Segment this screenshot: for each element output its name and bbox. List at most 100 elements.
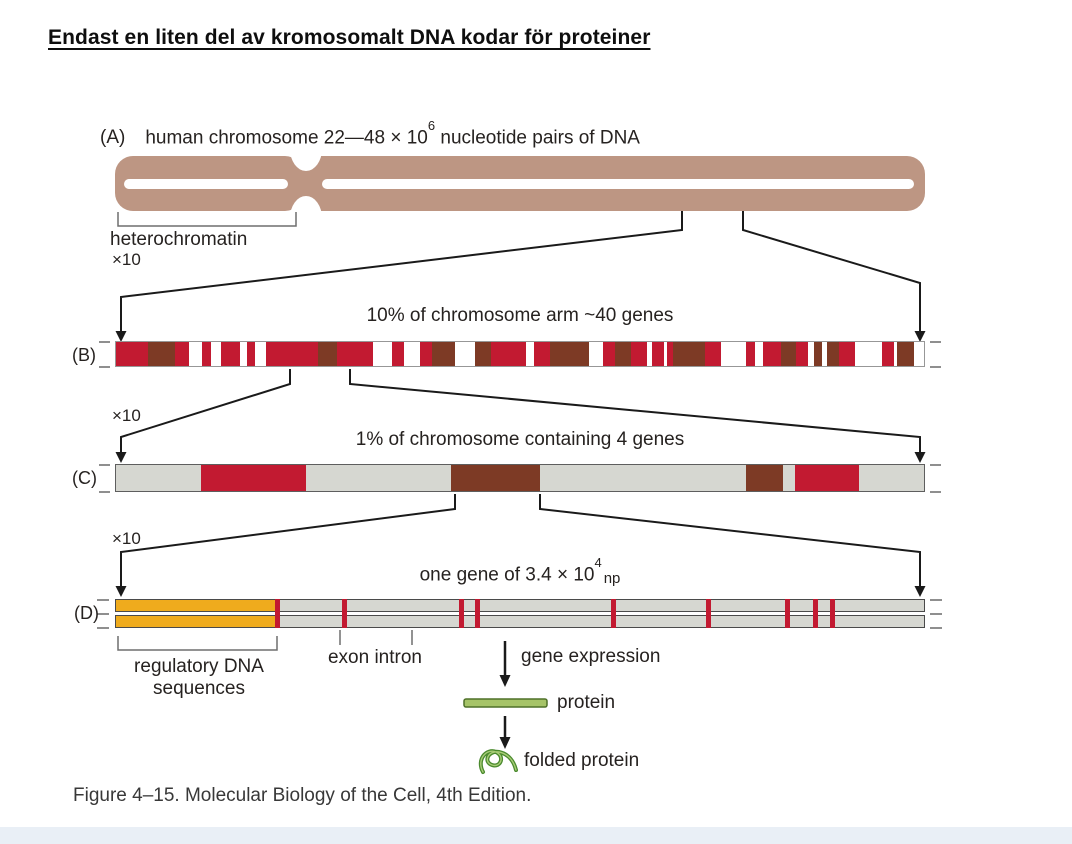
- zoom-x10-label-1: ×10: [112, 250, 141, 269]
- exon-mark: [830, 599, 836, 628]
- band-segment-white: [526, 342, 535, 366]
- band-segment-white: [893, 342, 898, 366]
- band-segment-red: [392, 342, 405, 366]
- regulatory-region: [116, 616, 278, 627]
- chromatid-gap-left: [124, 179, 288, 189]
- band-segment-brown: [897, 342, 915, 366]
- band-segment-gray: [540, 465, 747, 491]
- zoom-x10-label-3: ×10: [112, 529, 141, 548]
- panel-b-title: 10% of chromosome arm ~40 genes: [366, 305, 674, 326]
- exon-intron-label: exon intron: [327, 647, 422, 668]
- band-segment-brown: [673, 342, 705, 366]
- band-segment-brown: [814, 342, 823, 366]
- slide-bottom-band: [0, 827, 1072, 844]
- panel-c-title: 1% of chromosome containing 4 genes: [355, 429, 685, 450]
- band-segment-white: [914, 342, 924, 366]
- exon-intron-pointers: [339, 630, 413, 645]
- band-segment-gray: [859, 465, 924, 491]
- band-segment-white: [854, 342, 883, 366]
- band-segment-red: [490, 342, 527, 366]
- band-segment-red: [603, 342, 616, 366]
- chromosome-right-arm: [301, 156, 925, 211]
- panel-a-text: human chromosome 22—48 × 10: [145, 127, 428, 149]
- chromosome-region-bar: [115, 464, 925, 492]
- band-segment-red: [175, 342, 190, 366]
- exon-mark: [341, 599, 347, 628]
- band-segment-red: [246, 342, 255, 366]
- panel-b-letter: (B): [72, 345, 96, 365]
- band-segment-white: [755, 342, 764, 366]
- band-segment-brown: [475, 342, 491, 366]
- band-segment-red: [630, 342, 647, 366]
- band-segment-brown: [451, 465, 541, 491]
- bar-b-segments: [116, 342, 924, 366]
- band-segment-red: [200, 465, 306, 491]
- gene-track-bottom: [115, 615, 925, 628]
- folded-protein-icon: [478, 749, 518, 774]
- panel-a-letter: (A): [100, 127, 126, 149]
- folded-protein-label: folded protein: [524, 750, 640, 771]
- slide-title: Endast en liten del av kromosomalt DNA k…: [48, 26, 651, 49]
- band-segment-red: [337, 342, 373, 366]
- arrowhead-icon: [115, 586, 127, 597]
- protein-bar: [463, 698, 548, 708]
- band-segment-white: [664, 342, 668, 366]
- exon-ticks-layer: [115, 599, 925, 628]
- regulatory-label-line2: sequences: [153, 678, 245, 699]
- exon-mark: [459, 599, 465, 628]
- band-segment-brown: [780, 342, 797, 366]
- band-segment-red: [220, 342, 241, 366]
- band-segment-red: [266, 342, 318, 366]
- arrowhead-icon: [914, 586, 926, 597]
- band-segment-gray: [305, 465, 452, 491]
- band-segment-white: [589, 342, 604, 366]
- gene-track-top: [115, 599, 925, 612]
- band-segment-gray: [782, 465, 795, 491]
- chromatid-gap-right: [322, 179, 914, 189]
- arrowhead-icon: [499, 675, 511, 687]
- panel-a-text-suffix: nucleotide pairs of DNA: [435, 127, 640, 149]
- band-segment-brown: [615, 342, 631, 366]
- exon-mark: [275, 599, 281, 628]
- band-segment-white: [822, 342, 827, 366]
- arrowhead-icon: [499, 737, 511, 749]
- band-segment-red: [652, 342, 665, 366]
- heterochromatin-bracket: [117, 212, 297, 227]
- exon-mark: [706, 599, 712, 628]
- band-segment-white: [372, 342, 393, 366]
- regulatory-label: regulatory DNA sequences: [105, 656, 293, 700]
- panel-d-title-text: one gene of 3.4 × 10: [419, 564, 595, 586]
- exon-mark: [610, 599, 616, 628]
- exon-mark: [475, 599, 481, 628]
- band-segment-red: [201, 342, 212, 366]
- panel-a-caption: (A) human chromosome 22—48 × 106 nucleoti…: [100, 118, 640, 149]
- gene-bar: [115, 599, 925, 628]
- regulatory-region: [116, 600, 278, 611]
- band-segment-white: [646, 342, 653, 366]
- regulatory-bracket: [117, 636, 278, 651]
- band-segment-white: [240, 342, 247, 366]
- panel-c-letter: (C): [72, 468, 97, 488]
- band-segment-white: [455, 342, 476, 366]
- panel-d-title: one gene of 3.4 × 104np: [115, 555, 925, 587]
- band-segment-red: [745, 342, 756, 366]
- band-segment-white: [254, 342, 267, 366]
- band-segment-red: [794, 465, 860, 491]
- panel-a-exponent: 6: [427, 118, 436, 133]
- exon-mark: [784, 599, 790, 628]
- band-segment-gray: [116, 465, 201, 491]
- band-segment-brown: [549, 342, 590, 366]
- band-segment-white: [720, 342, 746, 366]
- band-segment-red: [796, 342, 809, 366]
- band-segment-red: [763, 342, 781, 366]
- protein-label: protein: [557, 692, 616, 713]
- band-segment-red: [534, 342, 550, 366]
- panel-d-exponent: 4: [594, 555, 602, 570]
- band-segment-brown: [317, 342, 338, 366]
- zoom-x10-label-2: ×10: [112, 406, 141, 425]
- band-segment-white: [404, 342, 420, 366]
- gene-expression-label: gene expression: [521, 646, 661, 667]
- band-segment-brown: [827, 342, 839, 366]
- band-segment-white: [189, 342, 202, 366]
